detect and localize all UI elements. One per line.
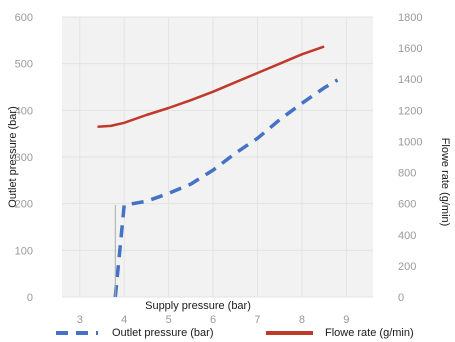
x-tick-label: 5	[166, 314, 172, 326]
y-axis-left-label: Outlet pressure (bar)	[7, 106, 19, 207]
y-right-tick-label: 400	[398, 230, 416, 242]
series-lines	[97, 45, 339, 298]
y-right-tick-label: 600	[398, 199, 416, 211]
y-right-tick-label: 1400	[398, 74, 422, 86]
y-left-tick-label: 600	[15, 12, 33, 24]
x-tick-label: 8	[299, 314, 305, 326]
y-right-tick-label: 200	[398, 261, 416, 273]
tick-labels: 0 100 200 300 400 500 600 0 200 400 600 800 1000 1200…	[15, 12, 423, 326]
x-tick-label: 6	[210, 314, 216, 326]
y-left-tick-label: 500	[15, 59, 33, 71]
grid	[62, 16, 373, 298]
y-right-tick-label: 1800	[398, 12, 422, 24]
legend: Outlet pressure (bar) Flowe rate (g/min)	[56, 327, 414, 339]
legend-label-flowe-rate: Flowe rate (g/min)	[325, 327, 414, 339]
x-tick-label: 7	[254, 314, 260, 326]
y-left-tick-label: 100	[15, 245, 33, 257]
y-right-tick-label: 1600	[398, 43, 422, 55]
x-axis-label: Supply pressure (bar)	[145, 300, 251, 312]
y-left-tick-label: 400	[15, 105, 33, 117]
x-tick-label: 9	[343, 314, 349, 326]
y-right-tick-label: 0	[398, 292, 404, 304]
y-right-tick-label: 800	[398, 168, 416, 180]
series-line-flowe-rate	[97, 45, 325, 128]
y-axis-right-label: Flowe rate (g/min)	[439, 138, 451, 227]
y-right-tick-label: 1200	[398, 105, 422, 117]
x-tick-label: 3	[77, 314, 83, 326]
y-right-tick-label: 1000	[398, 136, 422, 148]
y-left-tick-label: 200	[15, 199, 33, 211]
y-left-tick-label: 300	[15, 152, 33, 164]
series-line-outlet-pressure	[113, 78, 339, 298]
y-left-tick-label: 0	[27, 292, 33, 304]
x-tick-label: 4	[121, 314, 127, 326]
legend-label-outlet-pressure: Outlet pressure (bar)	[112, 327, 213, 339]
